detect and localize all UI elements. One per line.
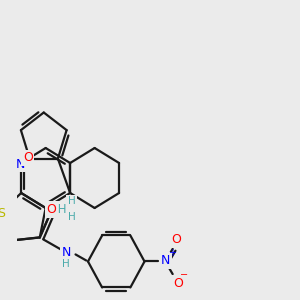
Text: N: N <box>61 246 71 259</box>
Text: O: O <box>173 277 183 290</box>
Text: +: + <box>168 248 176 259</box>
Text: N: N <box>160 254 170 267</box>
Text: H: H <box>68 196 76 206</box>
Text: N: N <box>16 158 25 170</box>
Text: O: O <box>46 203 56 216</box>
Text: NH: NH <box>50 203 68 216</box>
Text: O: O <box>23 151 33 164</box>
Text: O: O <box>172 233 182 246</box>
Text: −: − <box>180 271 188 281</box>
Text: H: H <box>68 212 76 222</box>
Text: S: S <box>0 207 5 220</box>
Text: H: H <box>62 260 70 269</box>
